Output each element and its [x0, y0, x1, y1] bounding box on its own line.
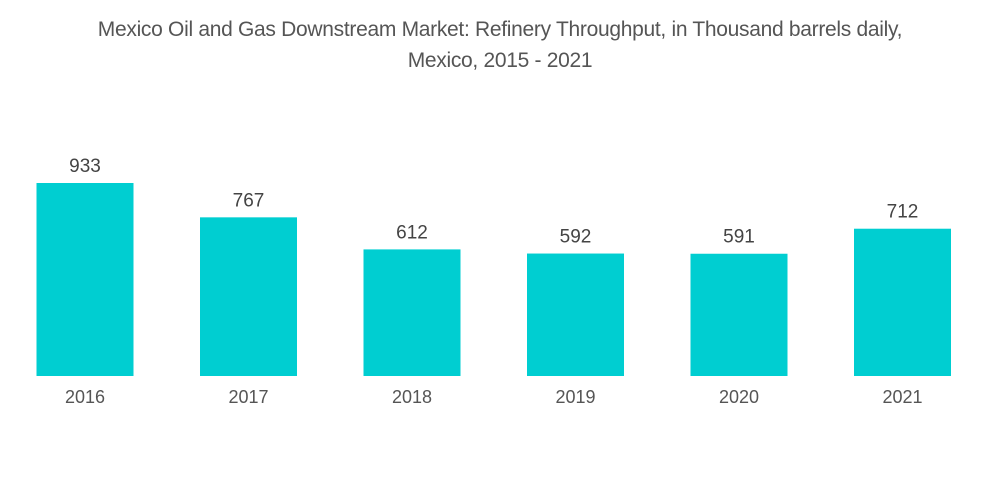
- x-tick-label-2020: 2020: [719, 387, 759, 407]
- x-tick-label-2018: 2018: [392, 387, 432, 407]
- chart-title-line-2: Mexico, 2015 - 2021: [407, 49, 593, 72]
- data-label-2019: 592: [560, 227, 592, 248]
- data-label-2018: 612: [396, 222, 428, 243]
- bar-2017: [200, 217, 297, 376]
- x-tick-label-2016: 2016: [65, 387, 105, 407]
- chart-title: Mexico Oil and Gas Downstream Market: Re…: [0, 14, 1000, 76]
- data-label-2020: 591: [723, 227, 755, 248]
- bar-2021: [854, 228, 951, 376]
- bar-2018: [363, 249, 461, 376]
- x-tick-label-2019: 2019: [555, 387, 595, 407]
- chart-title-line-1: Mexico Oil and Gas Downstream Market: Re…: [97, 18, 903, 41]
- x-tick-label-2021: 2021: [882, 387, 922, 407]
- x-tick-label-2017: 2017: [228, 387, 268, 407]
- data-label-2021: 712: [887, 202, 919, 223]
- bar-2020: [690, 253, 788, 376]
- data-label-2017: 767: [233, 190, 265, 211]
- bar-2016: [36, 183, 134, 376]
- data-label-2016: 933: [69, 156, 101, 177]
- bar-2019: [527, 253, 624, 376]
